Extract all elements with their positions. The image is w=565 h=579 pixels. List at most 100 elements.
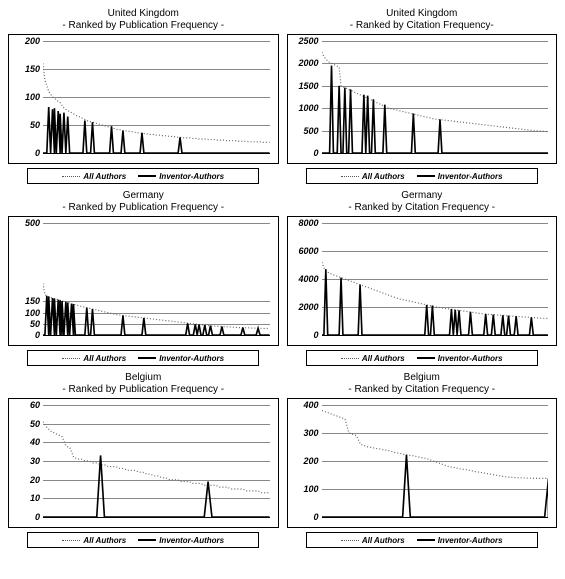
panel-subtitle: - Ranked by Citation Frequency - [287, 384, 558, 396]
y-tick-label: 200 [25, 36, 40, 46]
chart-panel: Germany- Ranked by Publication Frequency… [8, 190, 279, 366]
legend-label-all: All Authors [83, 536, 126, 545]
panel-country: United Kingdom [8, 8, 279, 20]
y-tick-label: 40 [30, 437, 40, 447]
legend-swatch-solid [138, 357, 156, 359]
legend-label-inventor: Inventor-Authors [159, 536, 224, 545]
chart-box: 05001000150020002500 [287, 34, 558, 164]
legend-label-inventor: Inventor-Authors [438, 536, 503, 545]
panel-subtitle: - Ranked by Citation Frequency- [287, 20, 558, 32]
panel-country: United Kingdom [287, 8, 558, 20]
plot-area: 0102030405060 [43, 405, 270, 517]
legend-item-all: All Authors [62, 536, 126, 545]
x-axis [43, 335, 270, 336]
y-tick-label: 150 [25, 296, 40, 306]
chart-panel: United Kingdom- Ranked by Publication Fr… [8, 8, 279, 184]
series-svg [322, 41, 549, 153]
legend-item-all: All Authors [341, 172, 405, 181]
y-tick-label: 300 [303, 428, 318, 438]
legend-label-inventor: Inventor-Authors [159, 172, 224, 181]
series-inventor-authors [322, 269, 549, 335]
panel-subtitle: - Ranked by Publication Frequency - [8, 384, 279, 396]
y-tick-label: 400 [303, 400, 318, 410]
legend-label-inventor: Inventor-Authors [438, 354, 503, 363]
legend-item-inventor: Inventor-Authors [138, 172, 224, 181]
chart-panel: Belgium- Ranked by Citation Frequency - 0… [287, 372, 558, 548]
panel-title-block: Germany- Ranked by Citation Frequency - [287, 190, 558, 214]
y-tick-label: 0 [313, 330, 318, 340]
y-tick-label: 100 [25, 308, 40, 318]
series-inventor-authors [322, 66, 549, 153]
y-tick-label: 150 [25, 64, 40, 74]
y-tick-label: 50 [30, 319, 40, 329]
x-axis [322, 335, 549, 336]
series-inventor-authors [43, 107, 270, 153]
plot-area: 0100200300400 [322, 405, 549, 517]
y-tick-label: 6000 [298, 246, 318, 256]
panel-subtitle: - Ranked by Citation Frequency - [287, 202, 558, 214]
y-tick-label: 60 [30, 400, 40, 410]
legend-item-all: All Authors [341, 536, 405, 545]
series-inventor-authors [43, 296, 270, 335]
legend-swatch-dotted [62, 358, 80, 359]
y-tick-label: 500 [25, 218, 40, 228]
chart-panel: Germany- Ranked by Citation Frequency - 0… [287, 190, 558, 366]
legend: All Authors Inventor-Authors [27, 532, 259, 548]
legend: All Authors Inventor-Authors [27, 168, 259, 184]
y-tick-label: 0 [35, 512, 40, 522]
legend-label-inventor: Inventor-Authors [159, 354, 224, 363]
panel-subtitle: - Ranked by Publication Frequency - [8, 20, 279, 32]
y-tick-label: 50 [30, 120, 40, 130]
y-tick-label: 0 [35, 330, 40, 340]
chart-panel: Belgium- Ranked by Publication Frequency… [8, 372, 279, 548]
series-svg [322, 223, 549, 335]
y-tick-label: 0 [313, 148, 318, 158]
series-all-authors [43, 422, 270, 493]
plot-area: 02000400060008000 [322, 223, 549, 335]
legend-swatch-solid [138, 175, 156, 177]
legend-item-all: All Authors [62, 172, 126, 181]
y-tick-label: 10 [30, 493, 40, 503]
y-tick-label: 200 [303, 456, 318, 466]
series-inventor-authors [322, 455, 549, 517]
series-svg [43, 41, 270, 153]
x-axis [43, 153, 270, 154]
y-tick-label: 20 [30, 475, 40, 485]
y-tick-label: 30 [30, 456, 40, 466]
legend-label-all: All Authors [362, 172, 405, 181]
panel-country: Belgium [287, 372, 558, 384]
legend-swatch-dotted [62, 176, 80, 177]
y-tick-label: 500 [303, 126, 318, 136]
legend-item-inventor: Inventor-Authors [417, 172, 503, 181]
y-tick-label: 1500 [298, 81, 318, 91]
plot-area: 050100150200 [43, 41, 270, 153]
series-svg [322, 405, 549, 517]
panel-country: Germany [287, 190, 558, 202]
legend: All AuthorsInventor-Authors [27, 350, 259, 366]
chart-box: 0 10 20 30 40 50 60 [8, 398, 279, 528]
legend: All AuthorsInventor-Authors [306, 350, 538, 366]
legend-item-inventor: Inventor-Authors [417, 536, 503, 545]
y-tick-label: 100 [25, 92, 40, 102]
legend: All Authors Inventor-Authors [306, 168, 538, 184]
panel-country: Germany [8, 190, 279, 202]
legend-swatch-solid [138, 539, 156, 541]
legend-label-all: All Authors [83, 172, 126, 181]
series-all-authors [43, 63, 270, 142]
legend-label-inventor: Inventor-Authors [438, 172, 503, 181]
y-tick-label: 50 [30, 419, 40, 429]
panel-country: Belgium [8, 372, 279, 384]
legend-item-inventor: Inventor-Authors [138, 354, 224, 363]
legend-item-inventor: Inventor-Authors [138, 536, 224, 545]
plot-area: 05001000150020002500 [322, 41, 549, 153]
x-axis [43, 517, 270, 518]
y-tick-label: 4000 [298, 274, 318, 284]
legend-swatch-dotted [341, 540, 359, 541]
legend-swatch-dotted [341, 176, 359, 177]
legend-swatch-dotted [62, 540, 80, 541]
chart-panel: United Kingdom- Ranked by Citation Frequ… [287, 8, 558, 184]
y-tick-label: 1000 [298, 103, 318, 113]
x-axis [322, 153, 549, 154]
legend-swatch-dotted [341, 358, 359, 359]
series-all-authors [43, 283, 270, 328]
